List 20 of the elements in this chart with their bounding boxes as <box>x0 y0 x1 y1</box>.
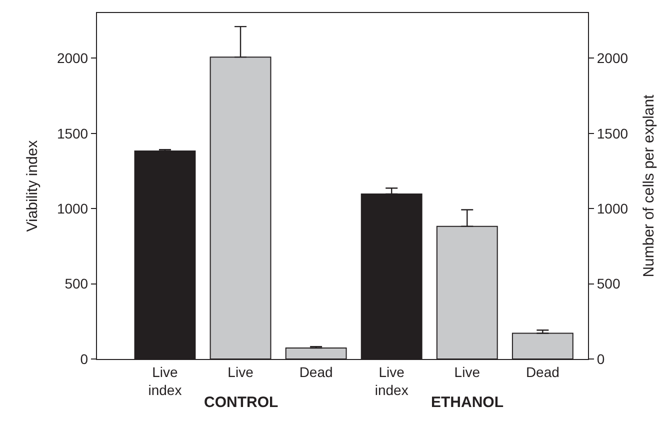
x-tick-label: Dead <box>526 364 560 380</box>
y2-tick-label: 0 <box>596 350 605 367</box>
y-tick-label: 500 <box>64 276 88 292</box>
y2-tick-label: 1500 <box>596 125 628 142</box>
y-tick-label: 0 <box>80 350 88 367</box>
y2-tick-label: 2000 <box>596 50 628 66</box>
y-tick-label: 1500 <box>56 125 88 142</box>
x-tick-label: Live index <box>148 364 182 398</box>
y-tick-label: 2000 <box>56 50 88 66</box>
text: CONTROL <box>204 394 278 411</box>
x-tick-label: Dead <box>299 364 333 380</box>
y-axis-title: Viability index <box>24 140 42 232</box>
y2-tick-label: 500 <box>596 276 620 292</box>
x-tick-label: Live <box>228 364 254 380</box>
y2-tick-label: 1000 <box>596 200 628 216</box>
text: ETHANOL <box>431 394 504 411</box>
x-tick-label: Live index <box>374 364 408 398</box>
y2-axis-title: Number of cells per explant <box>640 94 658 278</box>
x-tick-label: Live <box>454 364 480 380</box>
y-tick-label: 1000 <box>56 200 88 216</box>
